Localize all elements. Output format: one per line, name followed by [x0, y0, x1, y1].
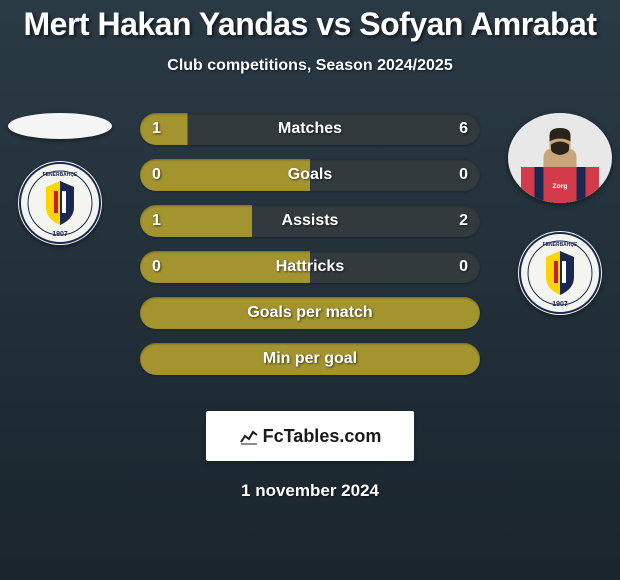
- fctables-logo-icon: [239, 426, 259, 446]
- stat-right-value: 0: [459, 258, 468, 276]
- player-left-avatar: [8, 113, 112, 139]
- stat-left-value: 1: [152, 212, 161, 230]
- stats-bars: 1 Matches 6 0 Goals 0 1 Assists 2 0 Hattricks 0 Goal…: [140, 113, 480, 389]
- page-title: Mert Hakan Yandas vs Sofyan Amrabat: [0, 6, 620, 43]
- footer-brand-label: FcTables.com: [263, 426, 382, 447]
- stat-label: Matches: [278, 120, 342, 138]
- stat-row: 1 Assists 2: [140, 205, 480, 237]
- comparison-area: FENERBAHÇE 1907 Zorg: [0, 113, 620, 403]
- stat-left-value: 0: [152, 258, 161, 276]
- subtitle: Club competitions, Season 2024/2025: [0, 57, 620, 75]
- svg-text:1907: 1907: [552, 301, 568, 308]
- player-left-club-badge: FENERBAHÇE 1907: [18, 161, 102, 245]
- player-right-avatar: Zorg: [508, 113, 612, 203]
- stat-row: Min per goal: [140, 343, 480, 375]
- svg-text:Zorg: Zorg: [553, 183, 568, 190]
- stat-left-value: 0: [152, 166, 161, 184]
- player-right-portrait-icon: Zorg: [508, 113, 612, 203]
- stat-label: Assists: [282, 212, 339, 230]
- stat-label: Goals: [288, 166, 332, 184]
- stat-row: 0 Hattricks 0: [140, 251, 480, 283]
- header: Mert Hakan Yandas vs Sofyan Amrabat Club…: [0, 0, 620, 75]
- stat-right-value: 2: [459, 212, 468, 230]
- player-right-column: Zorg FENERBAHÇE 1907: [508, 113, 612, 315]
- stat-right-value: 0: [459, 166, 468, 184]
- stat-row: 0 Goals 0: [140, 159, 480, 191]
- date-text: 1 november 2024: [0, 481, 620, 501]
- footer-brand-badge: FcTables.com: [206, 411, 414, 461]
- stat-left-value: 1: [152, 120, 161, 138]
- player-right-club-badge: FENERBAHÇE 1907: [518, 231, 602, 315]
- footer-brand-text: FcTables.com: [239, 426, 382, 447]
- player-left-column: FENERBAHÇE 1907: [8, 113, 112, 245]
- fenerbahce-badge-icon: FENERBAHÇE 1907: [18, 161, 102, 245]
- stat-right-value: 6: [459, 120, 468, 138]
- svg-text:1907: 1907: [52, 231, 68, 238]
- stat-label: Hattricks: [276, 258, 344, 276]
- stat-row: Goals per match: [140, 297, 480, 329]
- stat-label: Goals per match: [247, 304, 372, 322]
- stat-row: 1 Matches 6: [140, 113, 480, 145]
- stat-label: Min per goal: [263, 350, 357, 368]
- svg-text:FENERBAHÇE: FENERBAHÇE: [543, 242, 578, 248]
- fenerbahce-badge-icon: FENERBAHÇE 1907: [518, 231, 602, 315]
- svg-text:FENERBAHÇE: FENERBAHÇE: [43, 172, 78, 178]
